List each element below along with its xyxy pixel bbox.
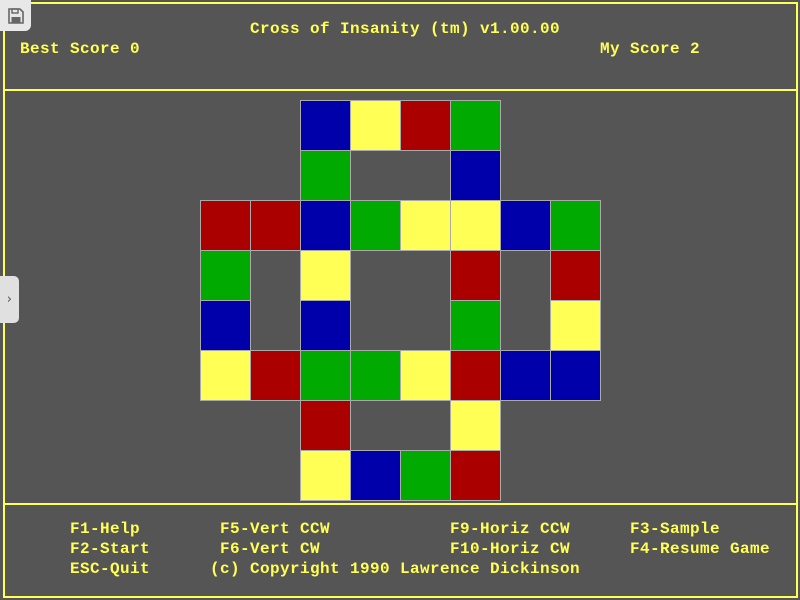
tile-blue[interactable] bbox=[500, 200, 551, 251]
tile-yellow[interactable] bbox=[400, 350, 451, 401]
help-f1: F1-Help bbox=[70, 520, 141, 538]
tile-yellow[interactable] bbox=[550, 300, 601, 351]
tile-green[interactable] bbox=[200, 250, 251, 301]
expand-panel-button[interactable]: › bbox=[0, 276, 19, 323]
tile-red[interactable] bbox=[250, 350, 301, 401]
tile-green[interactable] bbox=[450, 300, 501, 351]
game-title: Cross of Insanity (tm) v1.00.00 bbox=[250, 20, 561, 38]
help-f2: F2-Start bbox=[70, 540, 151, 558]
tile-yellow[interactable] bbox=[300, 450, 351, 501]
help-f9: F9-Horiz CCW bbox=[450, 520, 571, 538]
tile-blue[interactable] bbox=[300, 200, 351, 251]
tile-red[interactable] bbox=[450, 350, 501, 401]
tile-blue[interactable] bbox=[550, 350, 601, 401]
help-f3: F3-Sample bbox=[630, 520, 721, 538]
tile-blue[interactable] bbox=[300, 100, 351, 151]
tile-red[interactable] bbox=[400, 100, 451, 151]
game-board[interactable] bbox=[200, 100, 601, 501]
tile-yellow[interactable] bbox=[350, 100, 401, 151]
help-f6: F6-Vert CW bbox=[220, 540, 321, 558]
chevron-right-icon: › bbox=[6, 292, 13, 307]
help-f5: F5-Vert CCW bbox=[220, 520, 331, 538]
tile-yellow[interactable] bbox=[300, 250, 351, 301]
tile-blue[interactable] bbox=[350, 450, 401, 501]
tile-red[interactable] bbox=[450, 450, 501, 501]
tile-red[interactable] bbox=[200, 200, 251, 251]
tile-blue[interactable] bbox=[200, 300, 251, 351]
tile-red[interactable] bbox=[450, 250, 501, 301]
tile-red[interactable] bbox=[250, 200, 301, 251]
tile-green[interactable] bbox=[350, 350, 401, 401]
tile-green[interactable] bbox=[300, 350, 351, 401]
help-esc: ESC-Quit bbox=[70, 560, 151, 578]
frame-bottom bbox=[3, 596, 798, 598]
tile-blue[interactable] bbox=[300, 300, 351, 351]
copyright: (c) Copyright 1990 Lawrence Dickinson bbox=[210, 560, 581, 578]
save-button[interactable] bbox=[0, 0, 31, 31]
help-f10: F10-Horiz CW bbox=[450, 540, 571, 558]
tile-yellow[interactable] bbox=[450, 200, 501, 251]
tile-yellow[interactable] bbox=[400, 200, 451, 251]
tile-red[interactable] bbox=[550, 250, 601, 301]
my-score: My Score 2 bbox=[600, 40, 701, 58]
tile-blue[interactable] bbox=[450, 150, 501, 201]
help-f4: F4-Resume Game bbox=[630, 540, 771, 558]
header-divider bbox=[3, 89, 798, 91]
tile-red[interactable] bbox=[300, 400, 351, 451]
tile-yellow[interactable] bbox=[200, 350, 251, 401]
frame-right bbox=[796, 2, 798, 598]
tile-blue[interactable] bbox=[500, 350, 551, 401]
frame-top bbox=[3, 2, 798, 4]
tile-green[interactable] bbox=[350, 200, 401, 251]
floppy-disk-icon bbox=[7, 7, 24, 24]
footer-divider bbox=[3, 503, 798, 505]
tile-green[interactable] bbox=[550, 200, 601, 251]
tile-green[interactable] bbox=[300, 150, 351, 201]
tile-green[interactable] bbox=[450, 100, 501, 151]
tile-green[interactable] bbox=[400, 450, 451, 501]
tile-yellow[interactable] bbox=[450, 400, 501, 451]
best-score: Best Score 0 bbox=[20, 40, 141, 58]
